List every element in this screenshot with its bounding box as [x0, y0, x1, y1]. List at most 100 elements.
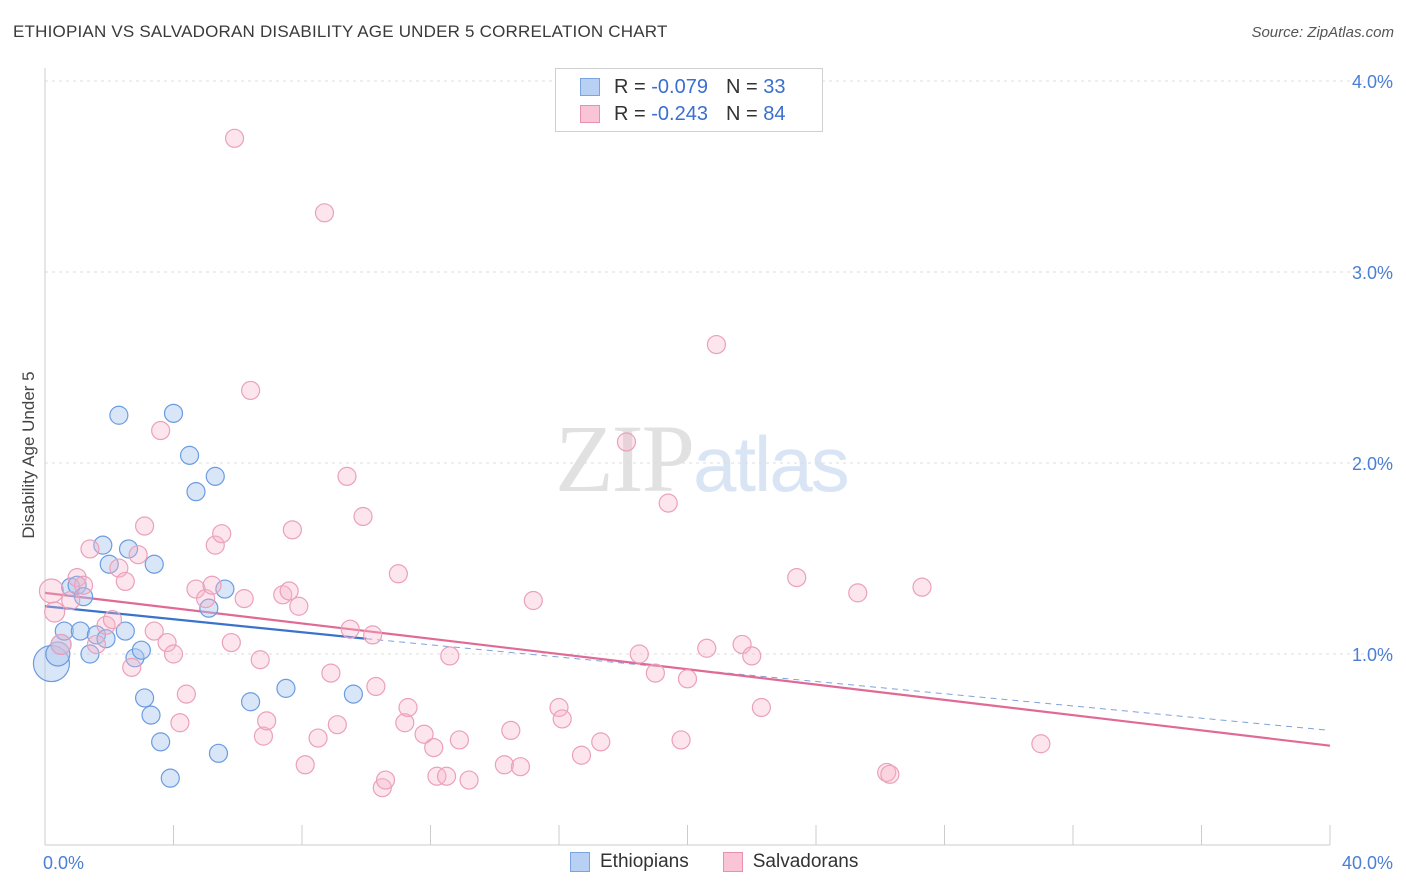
legend-item-salvadorans[interactable]: Salvadorans: [722, 851, 858, 873]
point-salvadorans: [253, 726, 274, 746]
tick-labels: 1.0% 2.0% 3.0% 4.0% 0.0% 40.0%: [43, 72, 1393, 873]
legend-n-value: 84: [763, 102, 786, 125]
correlation-legend: R = -0.079 N = 33 R = -0.243 N = 84: [555, 68, 823, 132]
point-salvadorans: [221, 632, 241, 653]
point-salvadorans: [86, 634, 107, 655]
point-salvadorans: [73, 575, 94, 595]
point-salvadorans: [388, 564, 408, 584]
point-salvadorans: [501, 720, 521, 741]
point-salvadorans: [510, 757, 531, 777]
point-salvadorans: [706, 334, 727, 355]
point-ethiopians: [141, 705, 161, 725]
legend-swatch-salvadorans: [722, 852, 743, 872]
point-salvadorans: [552, 709, 572, 729]
y-tick-label: 1.0%: [1352, 645, 1393, 665]
point-ethiopians: [115, 621, 135, 641]
point-salvadorans: [591, 732, 611, 752]
point-salvadorans: [170, 713, 190, 733]
point-salvadorans: [327, 715, 347, 735]
point-salvadorans: [134, 516, 155, 536]
point-ethiopians: [163, 403, 184, 423]
point-salvadorans: [176, 684, 196, 704]
point-salvadorans: [102, 610, 123, 630]
legend-r-value: -0.079: [651, 75, 708, 98]
point-salvadorans: [1031, 734, 1051, 754]
point-ethiopians: [73, 587, 94, 607]
point-ethiopians: [186, 482, 206, 502]
point-salvadorans: [257, 711, 277, 731]
point-ethiopians: [276, 678, 296, 698]
point-ethiopians: [131, 640, 151, 660]
point-ethiopians: [160, 768, 180, 788]
chart-title: ETHIOPIAN VS SALVADORAN DISABILITY AGE U…: [13, 22, 668, 41]
point-salvadorans: [337, 466, 357, 486]
point-salvadorans: [629, 644, 649, 664]
point-salvadorans: [645, 663, 665, 683]
point-ethiopians: [70, 621, 90, 641]
point-salvadorans: [436, 766, 457, 786]
point-salvadorans: [414, 724, 434, 744]
point-salvadorans: [375, 770, 396, 790]
point-salvadorans: [353, 506, 373, 527]
point-salvadorans: [424, 737, 444, 758]
point-salvadorans: [157, 632, 177, 653]
point-ethiopians: [241, 692, 261, 712]
point-salvadorans: [202, 575, 222, 595]
point-salvadorans: [128, 545, 148, 565]
point-salvadorans: [321, 663, 341, 683]
point-salvadorans: [308, 728, 328, 748]
point-salvadorans: [295, 755, 315, 775]
legend-row-ethiopians: R = -0.079 N = 33: [556, 74, 785, 100]
point-salvadorans: [50, 633, 72, 656]
legend-item-ethiopians[interactable]: Ethiopians: [570, 851, 689, 873]
point-salvadorans: [366, 676, 386, 697]
trend-line-ethiopians: [44, 605, 367, 640]
point-salvadorans: [427, 766, 447, 786]
x-tick-label: 40.0%: [1342, 853, 1393, 873]
point-ethiopians: [99, 554, 119, 574]
point-salvadorans: [115, 571, 135, 592]
point-salvadorans: [449, 730, 470, 750]
point-ethiopians: [343, 684, 363, 704]
point-salvadorans: [549, 697, 569, 718]
axes: [44, 68, 1331, 846]
point-ethiopians: [109, 405, 129, 425]
point-salvadorans: [742, 646, 762, 666]
data-points: [32, 128, 1051, 798]
legend-n-value: 33: [763, 75, 786, 98]
point-ethiopians: [151, 732, 171, 752]
watermark-atlas: atlas: [693, 420, 850, 508]
point-salvadorans: [67, 567, 87, 588]
point-salvadorans: [340, 619, 360, 639]
x-tick-label: 0.0%: [43, 853, 84, 873]
point-salvadorans: [38, 578, 65, 604]
point-salvadorans: [151, 420, 171, 441]
point-salvadorans: [616, 432, 637, 452]
point-salvadorans: [61, 590, 81, 611]
legend-swatch-salvadorans: [580, 105, 600, 123]
point-salvadorans: [205, 535, 225, 555]
point-salvadorans: [395, 713, 415, 733]
legend-n-label: N =: [725, 102, 758, 125]
y-tick-label: 2.0%: [1352, 454, 1393, 474]
point-salvadorans: [787, 567, 807, 588]
legend-r-value: -0.243: [651, 102, 708, 125]
point-ethiopians: [80, 644, 100, 664]
legend-label-ethiopians: Ethiopians: [600, 851, 689, 872]
y-tick-label: 4.0%: [1352, 72, 1393, 92]
y-axis-title: Disability Age Under 5: [19, 371, 38, 538]
point-ethiopians: [144, 554, 164, 574]
point-salvadorans: [697, 638, 717, 658]
point-salvadorans: [80, 539, 100, 559]
legend-r-label: R =: [614, 102, 646, 125]
legend-r-label: R =: [614, 75, 646, 98]
point-salvadorans: [751, 697, 771, 718]
point-salvadorans: [163, 644, 184, 664]
point-salvadorans: [671, 730, 691, 750]
point-salvadorans: [877, 762, 897, 783]
series-legend: Ethiopians Salvadorans: [570, 851, 892, 873]
trend-line-ethiopians-extension: [366, 638, 1331, 731]
point-salvadorans: [912, 577, 932, 597]
point-ethiopians: [179, 445, 200, 465]
